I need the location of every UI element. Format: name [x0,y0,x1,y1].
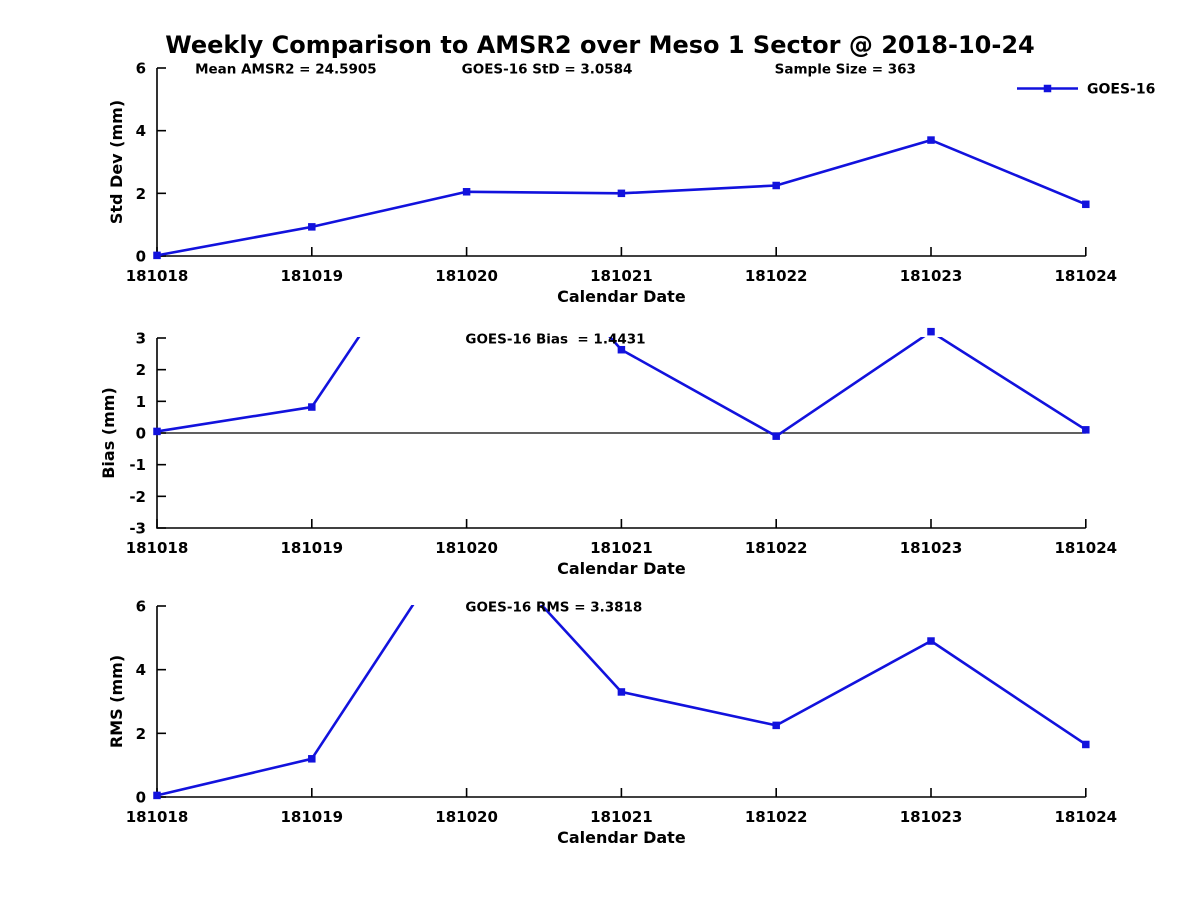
data-point-marker [153,427,161,436]
x-tick-label: 181021 [590,808,653,826]
data-point-marker [617,345,626,354]
y-tick-label: 3 [136,330,146,348]
x-axis-label: Calendar Date [557,287,686,306]
x-tick-label: 181024 [1054,539,1117,557]
y-axis-label: Std Dev (mm) [107,100,126,224]
y-tick-label: 0 [136,248,146,266]
panel-annotation: GOES-16 RMS = 3.3818 [465,600,642,616]
axes-frame [156,68,1086,257]
data-point-marker [927,637,935,645]
y-tick-label: -1 [129,456,146,474]
x-tick-label: 181022 [745,539,808,557]
x-tick-label: 181019 [280,539,343,557]
x-axis-label: Calendar Date [557,828,686,847]
y-tick-label: 2 [136,361,146,379]
data-series-line [156,337,1087,438]
x-tick-label: 181018 [126,539,189,557]
x-tick-label: 181019 [280,267,343,285]
y-tick-label: 4 [136,661,146,679]
y-tick-label: -3 [129,520,146,538]
data-point-marker [617,688,626,696]
y-tick-label: 2 [136,185,146,203]
data-point-marker [772,181,780,190]
x-tick-label: 181023 [900,267,963,285]
panel-annotation: GOES-16 Bias = 1.4431 [465,332,645,348]
y-tick-label: 6 [136,598,146,616]
data-point-marker [772,432,780,440]
data-point-marker [153,251,161,260]
data-point-marker [927,136,935,144]
data-point-marker [617,189,626,198]
y-tick-label: 1 [136,393,146,411]
x-tick-label: 181018 [126,267,189,285]
y-tick-label: 0 [136,425,146,443]
data-point-marker [772,721,780,730]
data-point-marker [308,223,316,231]
x-tick-label: 181022 [745,267,808,285]
page-title: Weekly Comparison to AMSR2 over Meso 1 S… [165,31,1035,59]
panel-bias: -3 -2 -1 0 1 2 3 181018 181019 181020 181021 181022… [99,327,1117,578]
x-tick-label: 181019 [280,808,343,826]
axes-frame [156,338,1086,529]
x-tick-label: 181020 [435,267,498,285]
data-point-marker [927,327,935,336]
y-tick-label: 2 [136,725,146,743]
x-tick-label: 181020 [435,539,498,557]
y-tick-label: 4 [136,122,146,140]
x-tick-label: 181022 [745,808,808,826]
y-tick-label: 6 [136,60,146,78]
y-tick-label: -2 [129,488,146,506]
data-point-marker [308,403,316,411]
legend-label: GOES-16 [1087,82,1155,98]
panel-annotation: Sample Size = 363 [775,62,916,78]
x-tick-label: 181018 [126,808,189,826]
y-axis-label: RMS (mm) [107,655,126,748]
legend: GOES-16 [1017,82,1155,98]
panel-rms: 0 2 4 6 181018 181019 181020 181021 181022 181023… [107,598,1117,848]
axes-frame [156,606,1086,798]
data-point-marker [153,791,161,800]
data-series-line [156,138,1087,257]
legend-marker-sample [1043,84,1052,93]
x-tick-label: 181023 [900,539,963,557]
y-axis-label: Bias (mm) [99,387,118,479]
x-tick-label: 181020 [435,808,498,826]
data-point-marker [1082,200,1090,209]
panel-annotation: GOES-16 StD = 3.0584 [462,62,633,78]
data-point-marker [462,188,471,196]
x-tick-label: 181023 [900,808,963,826]
data-point-marker [1082,740,1090,749]
panel-annotation: Mean AMSR2 = 24.5905 [195,62,377,78]
data-point-marker [308,755,316,763]
data-point-marker [1082,426,1090,434]
x-axis-label: Calendar Date [557,559,686,578]
x-tick-label: 181021 [590,267,653,285]
x-tick-label: 181021 [590,539,653,557]
y-tick-label: 0 [136,789,146,807]
panel-std-dev: 0 2 4 6 181018 181019 181020 181021 181022 181023… [107,60,1155,307]
x-tick-label: 181024 [1054,267,1117,285]
x-tick-label: 181024 [1054,808,1117,826]
